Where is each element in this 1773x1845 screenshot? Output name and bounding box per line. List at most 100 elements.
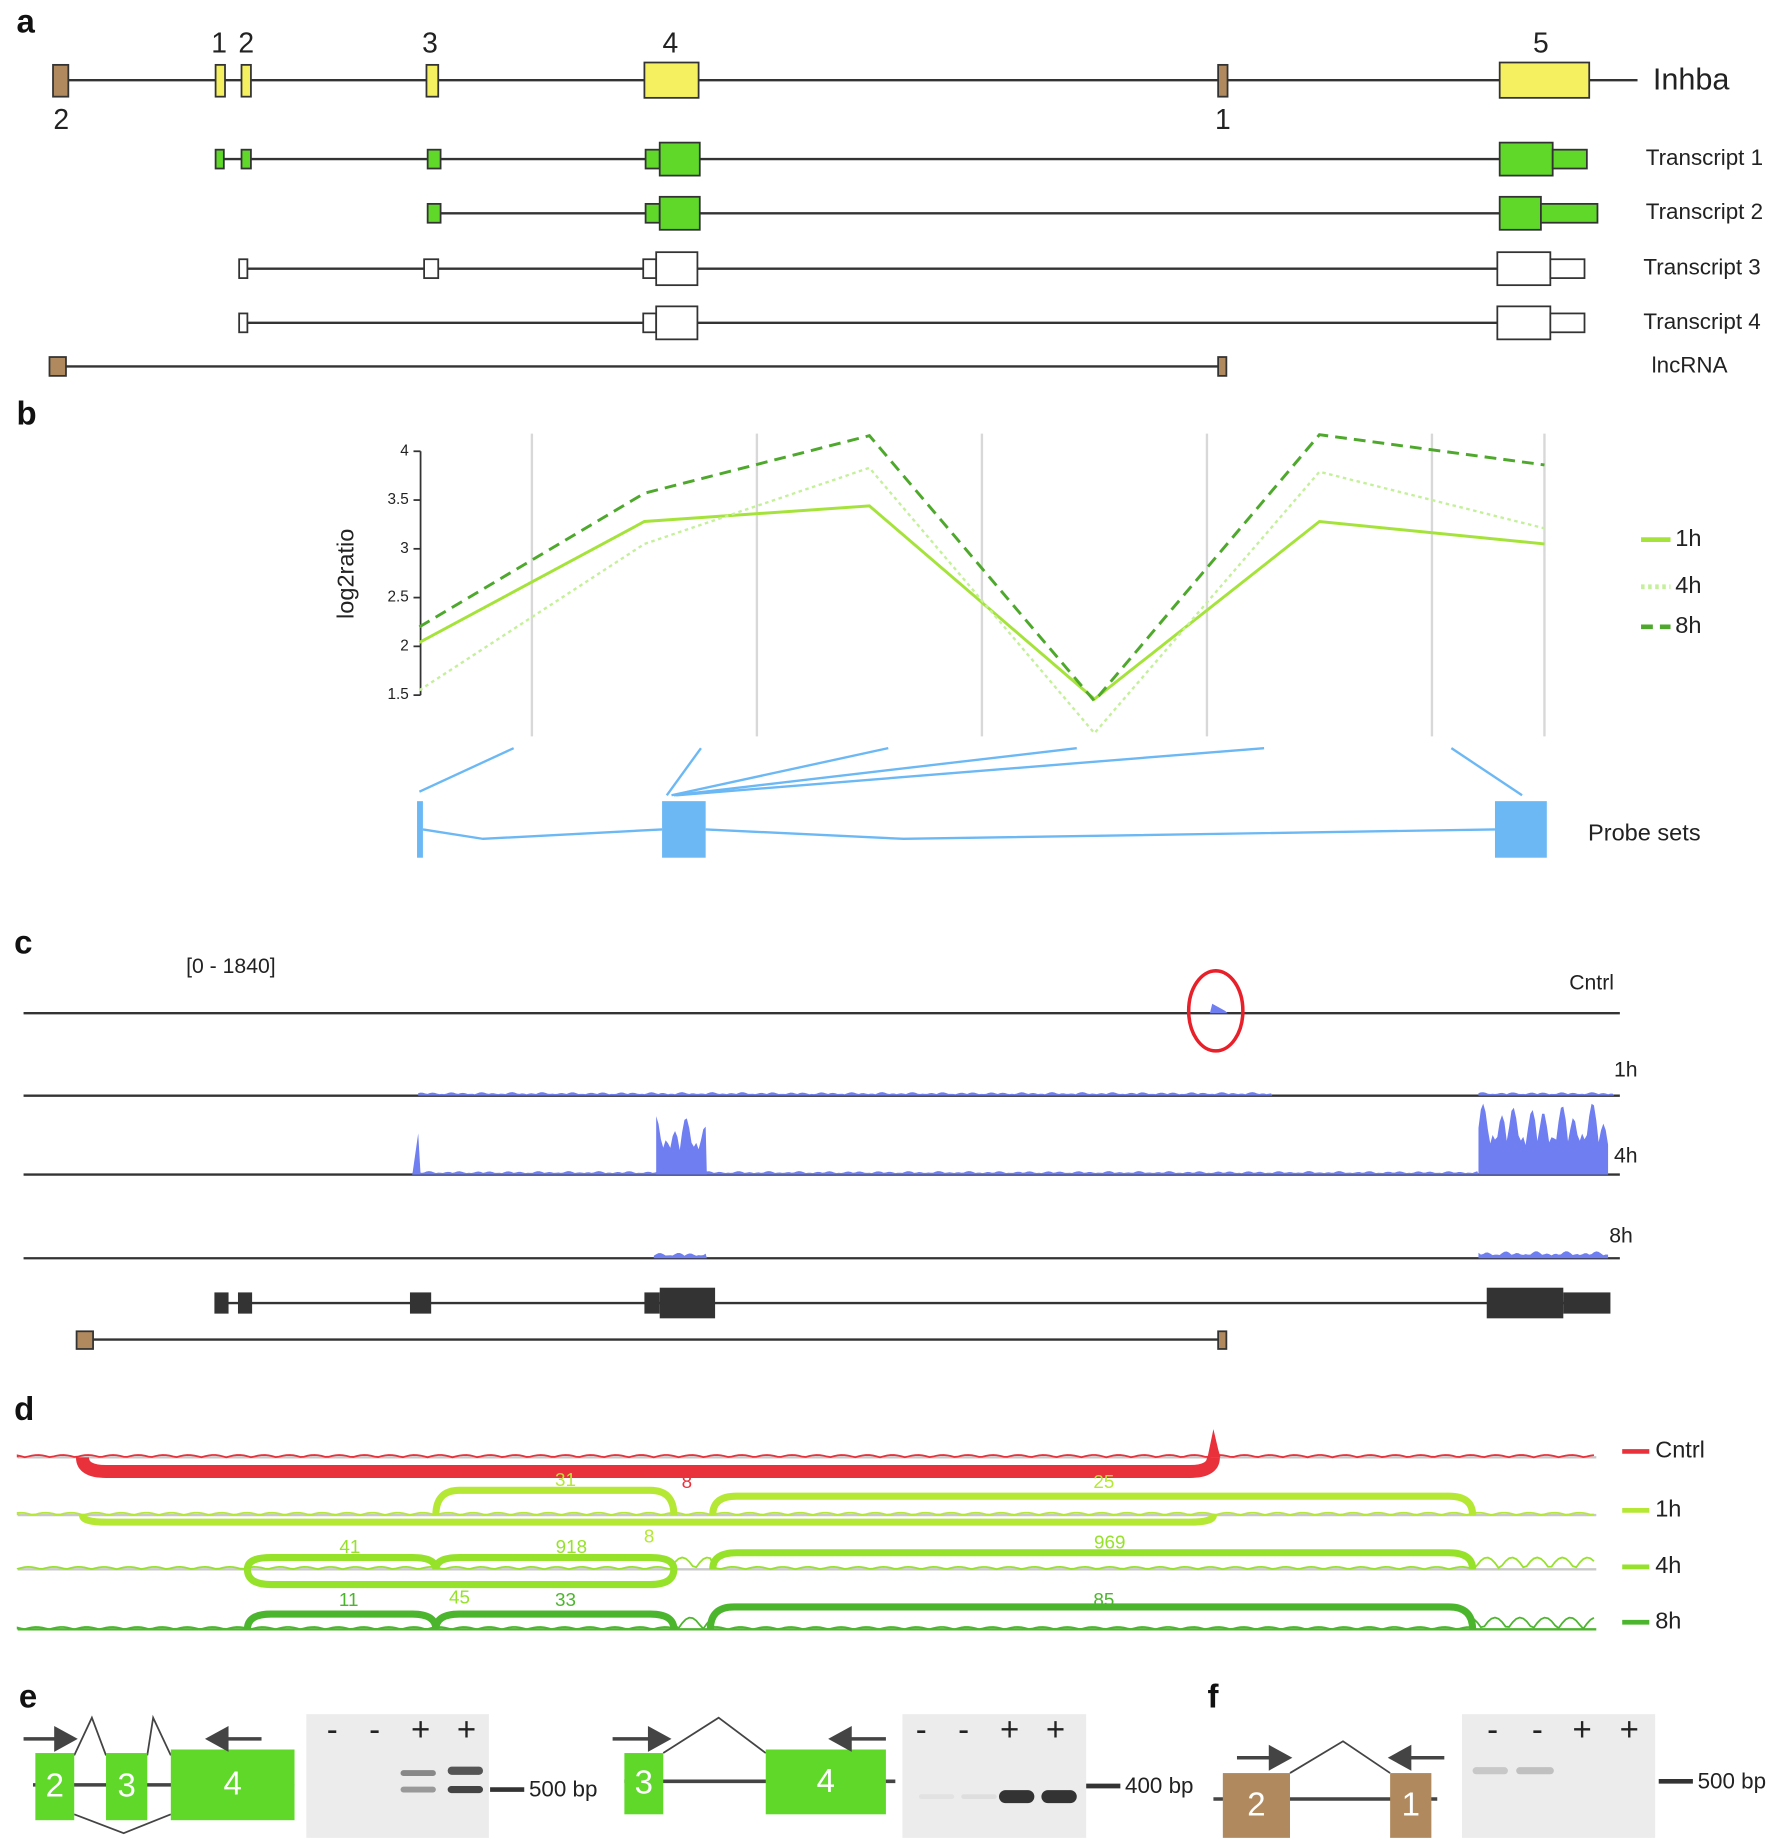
track-label: 8h xyxy=(1609,1225,1633,1248)
junction xyxy=(78,1514,1217,1526)
probe-set xyxy=(662,801,706,858)
coverage xyxy=(653,1252,707,1259)
exon xyxy=(659,1287,716,1319)
exon xyxy=(624,1753,664,1815)
gel-band xyxy=(918,1794,955,1799)
exon-label: 4 xyxy=(662,26,678,58)
range-label: [0 - 1840] xyxy=(186,955,276,978)
exon xyxy=(106,1753,148,1821)
lane-label: + xyxy=(1000,1711,1019,1748)
junction-count: 11 xyxy=(339,1589,359,1610)
legend-label: 1h xyxy=(1675,525,1701,551)
exon xyxy=(1498,141,1554,177)
lane-label: - xyxy=(369,1711,380,1748)
track-label: 1h xyxy=(1614,1059,1638,1082)
exon xyxy=(1217,63,1229,98)
junction-count: 45 xyxy=(449,1587,470,1608)
exon xyxy=(170,1749,295,1821)
junction-count: 969 xyxy=(1094,1531,1125,1552)
gel xyxy=(1461,1714,1656,1838)
junction-count: 25 xyxy=(1093,1471,1114,1492)
junction xyxy=(709,1549,1477,1570)
exon xyxy=(426,202,442,224)
panel-label: c xyxy=(14,924,32,961)
gel-band xyxy=(400,1770,436,1777)
exon xyxy=(1486,1287,1564,1319)
exon xyxy=(240,148,252,170)
coverage xyxy=(1478,1251,1609,1259)
transcript-label: Transcript 2 xyxy=(1646,199,1763,224)
exon xyxy=(644,1292,660,1314)
lane-label: + xyxy=(1573,1711,1592,1748)
panel-label: e xyxy=(19,1678,37,1715)
gel-band xyxy=(961,1794,997,1799)
exon xyxy=(409,1292,432,1314)
legend-label: 1h xyxy=(1655,1496,1681,1522)
panel-label: d xyxy=(14,1390,34,1427)
primer-arrow xyxy=(1387,1744,1412,1771)
exon xyxy=(1563,1292,1611,1314)
junction-count: 8 xyxy=(644,1525,654,1546)
exon xyxy=(655,251,699,287)
junction-count: 31 xyxy=(555,1469,576,1490)
lane-label: - xyxy=(327,1711,338,1748)
gel-band xyxy=(1516,1767,1554,1775)
gel-band xyxy=(447,1766,484,1775)
exon-label: 1 xyxy=(1402,1785,1420,1822)
transcript-label: Transcript 4 xyxy=(1643,309,1760,334)
junction xyxy=(243,1553,440,1570)
coverage xyxy=(1478,1092,1614,1096)
line xyxy=(1450,747,1523,797)
panel-label: b xyxy=(16,395,36,432)
primer-arrow xyxy=(1268,1744,1293,1771)
exon xyxy=(1498,61,1591,99)
exon xyxy=(1498,195,1542,231)
panel-label: f xyxy=(1208,1678,1220,1715)
transcript-label: Transcript 3 xyxy=(1643,255,1760,280)
exon xyxy=(655,305,699,341)
exon xyxy=(237,1292,253,1314)
y-tick-label: 3.5 xyxy=(388,491,409,508)
gel xyxy=(306,1714,489,1838)
junction xyxy=(432,1553,678,1570)
exon xyxy=(75,1330,94,1350)
legend-label: 8h xyxy=(1675,612,1701,638)
exon xyxy=(35,1753,75,1821)
exon xyxy=(214,148,225,170)
primer-arrow xyxy=(204,1725,229,1752)
splice xyxy=(73,1715,107,1756)
line xyxy=(673,746,1077,797)
line xyxy=(665,747,702,796)
coverage xyxy=(16,1616,1595,1631)
exon xyxy=(1549,258,1586,279)
marker-label: 400 bp xyxy=(1125,1773,1193,1798)
exon xyxy=(765,1749,886,1815)
track-label: Cntrl xyxy=(1569,971,1614,994)
lane-label: - xyxy=(1487,1711,1498,1748)
exon xyxy=(643,61,700,99)
exon xyxy=(658,195,701,231)
junction xyxy=(706,1603,1477,1630)
line xyxy=(676,746,1265,797)
lane-label: - xyxy=(1532,1711,1543,1748)
transcript-label: Transcript 1 xyxy=(1646,145,1763,170)
y-tick-label: 1.5 xyxy=(388,686,409,703)
y-tick-label: 2 xyxy=(400,637,409,654)
junction xyxy=(243,1568,678,1589)
legend-label: Cntrl xyxy=(1655,1437,1705,1463)
exon xyxy=(1496,251,1552,287)
exon xyxy=(1217,356,1228,377)
coverage xyxy=(412,1133,421,1175)
gel xyxy=(902,1714,1087,1838)
splice xyxy=(146,1714,172,1756)
lane-label: + xyxy=(1046,1711,1065,1748)
y-tick-label: 4 xyxy=(400,442,409,459)
coverage xyxy=(418,1092,1273,1096)
transcript-label: lncRNA xyxy=(1652,352,1728,377)
exon xyxy=(238,312,249,334)
y-tick-label: 3 xyxy=(400,540,409,557)
lane-label: - xyxy=(916,1711,927,1748)
series-line xyxy=(418,433,1545,704)
coverage xyxy=(656,1116,707,1175)
exon-label: 4 xyxy=(223,1765,241,1802)
